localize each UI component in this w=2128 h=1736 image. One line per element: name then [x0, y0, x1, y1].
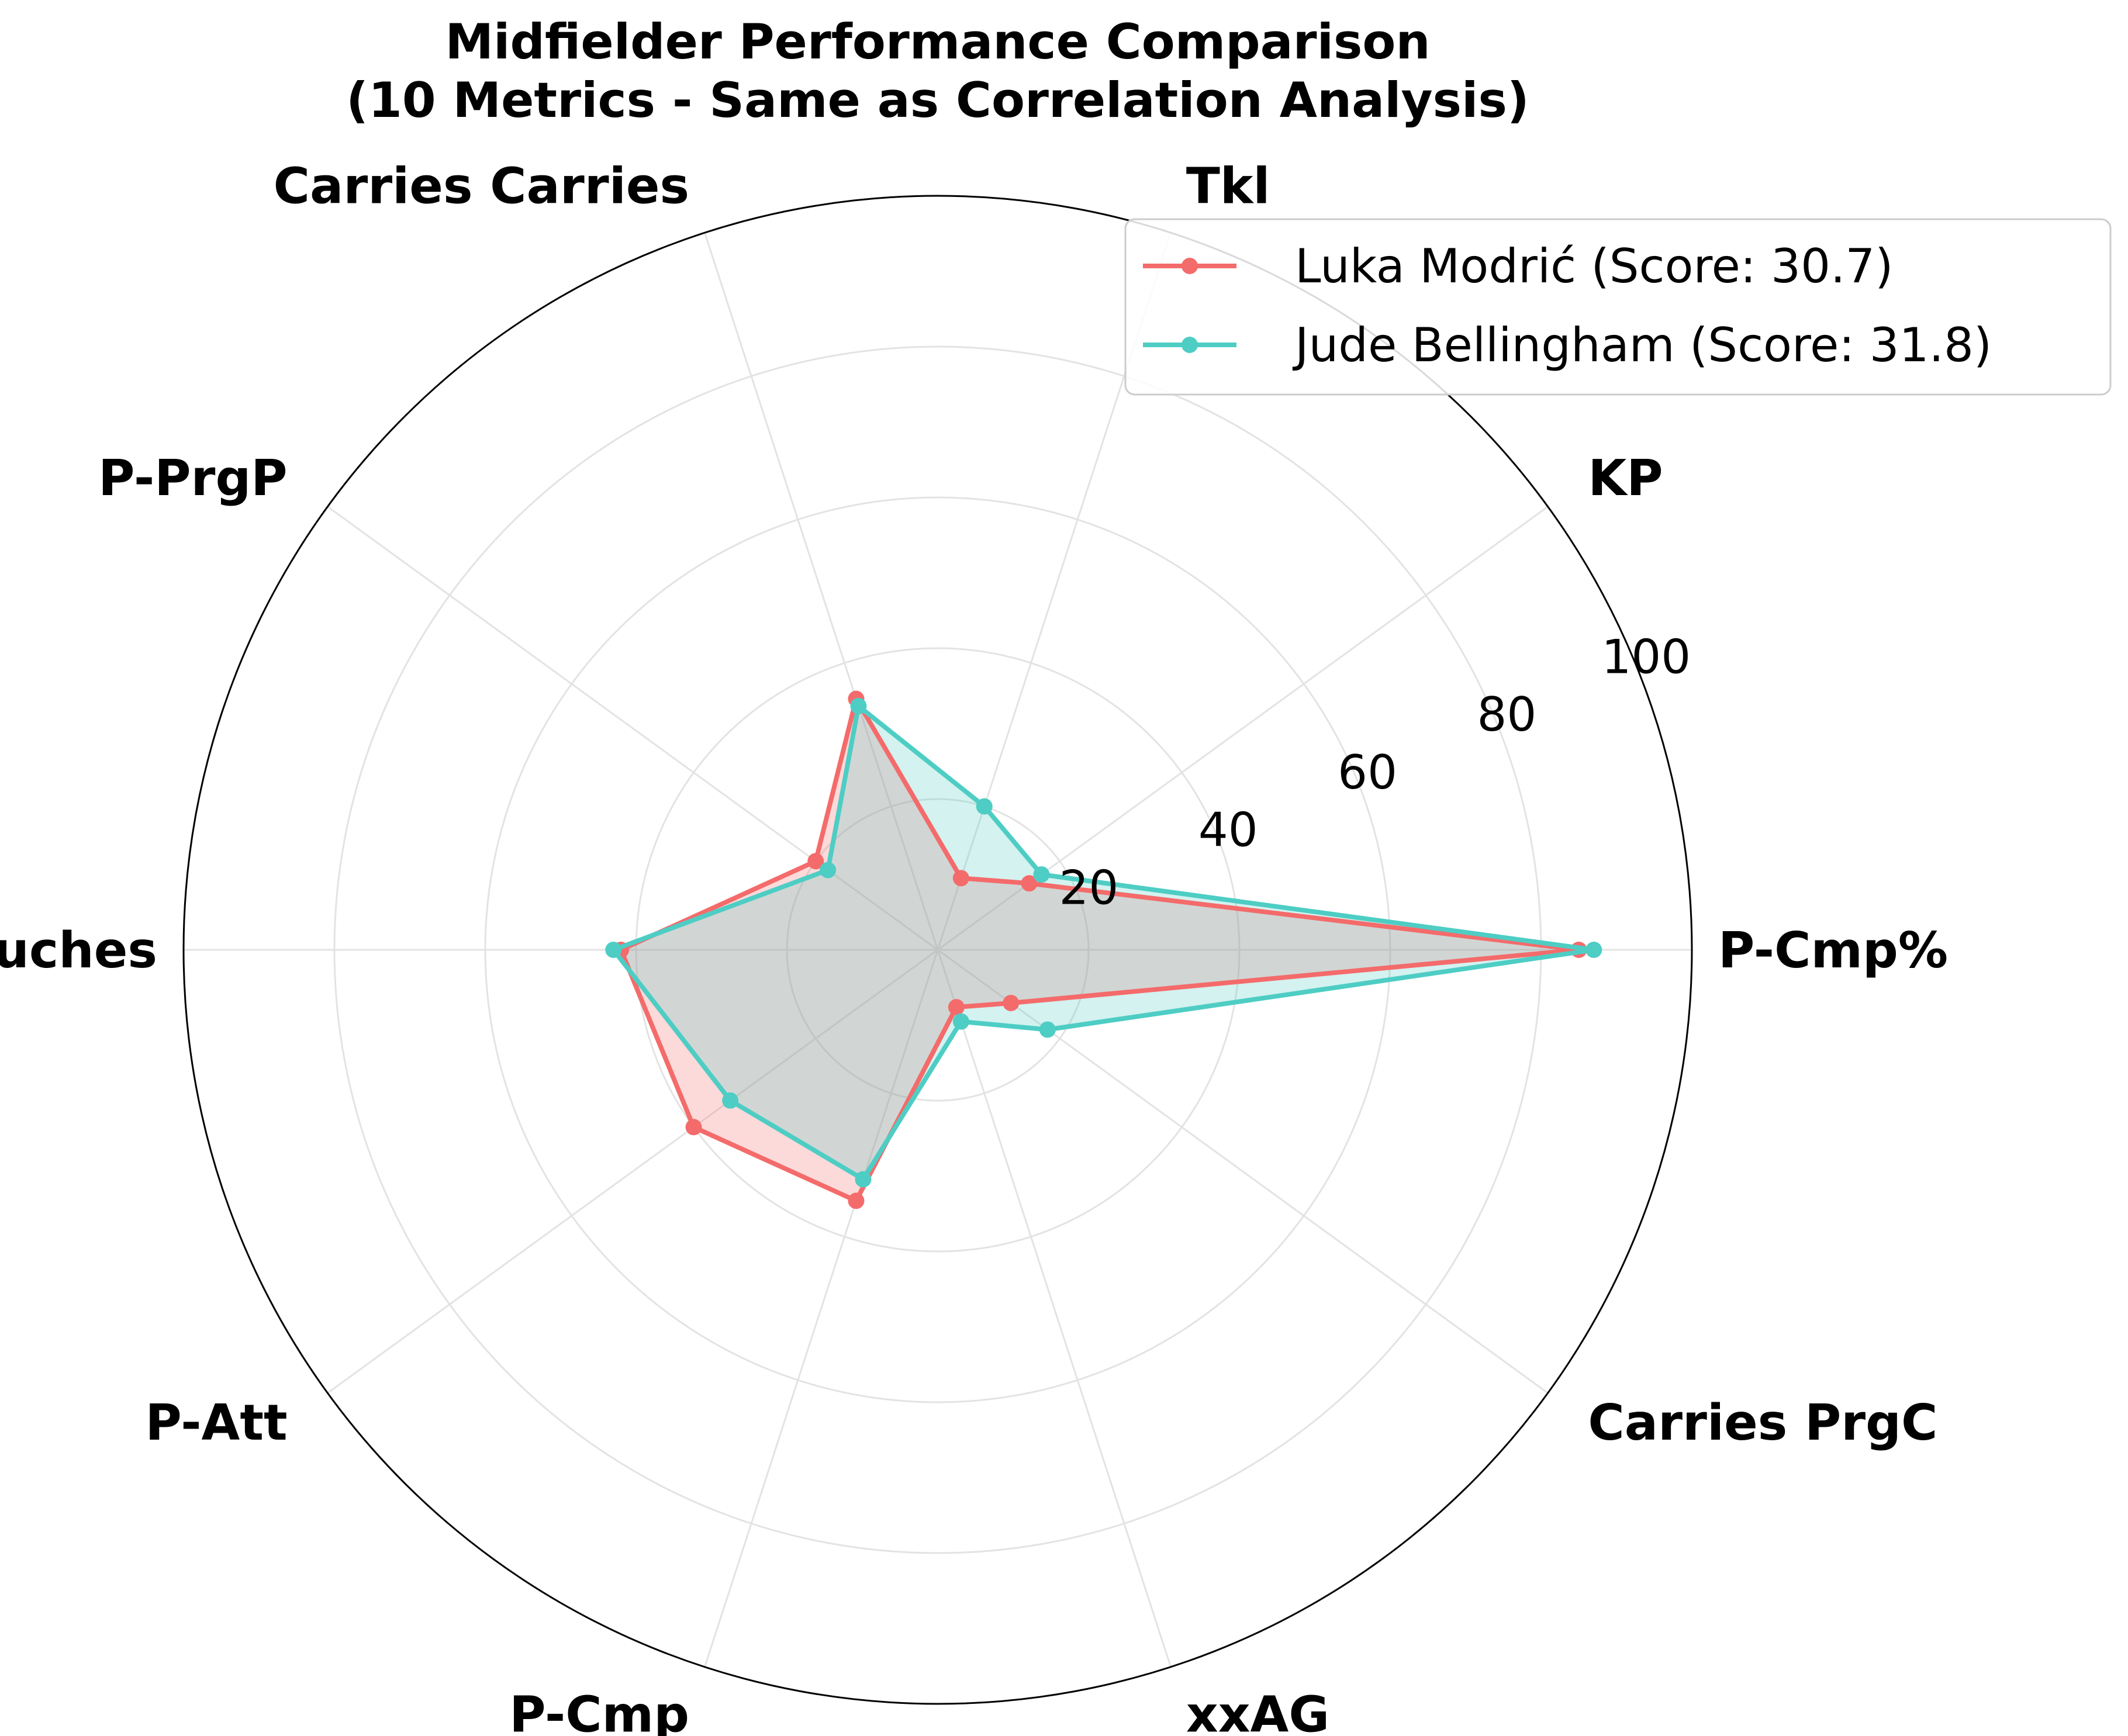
radar-grid [182, 195, 1693, 1705]
category-label: xxAG [1186, 1686, 1329, 1736]
data-point-0-4 [807, 853, 824, 870]
grid-spoke [703, 949, 939, 1668]
data-point-1-6 [722, 1092, 739, 1109]
data-point-0-7 [848, 1192, 865, 1209]
category-label: KP [1588, 449, 1663, 507]
category-label: P-Cmp% [1718, 922, 1948, 980]
data-point-1-3 [850, 697, 867, 714]
grid-spoke [327, 506, 938, 951]
grid-spoke [937, 949, 1549, 1394]
data-point-1-7 [855, 1171, 872, 1188]
outer-ring [182, 195, 1693, 1705]
radial-tick-label: 100 [1601, 630, 1691, 684]
data-point-0-6 [685, 1119, 702, 1136]
category-label: P-PrgP [98, 449, 287, 507]
data-point-0-9 [1003, 994, 1020, 1011]
radial-tick-label: 60 [1338, 745, 1397, 800]
category-label: Carries Carries [274, 157, 690, 215]
data-point-1-8 [952, 1013, 969, 1030]
data-point-0-8 [948, 999, 965, 1016]
legend-marker-1 [1182, 337, 1198, 353]
category-label: Touches [0, 922, 157, 980]
data-point-1-4 [820, 862, 837, 879]
legend: Luka Modrić (Score: 30.7) Jude Bellingham… [1124, 218, 2112, 396]
data-point-1-0 [1585, 942, 1602, 958]
series-fill-0 [621, 698, 1579, 1201]
grid-spoke [703, 232, 939, 950]
data-point-1-1 [1033, 866, 1050, 883]
chart-title-line: Midfielder Performance Comparison [445, 13, 1430, 70]
data-point-1-2 [976, 798, 993, 815]
legend-marker-0 [1182, 258, 1198, 274]
legend-label-1: Jude Bellingham (Score: 31.8) [1292, 318, 1992, 372]
data-point-0-1 [1021, 875, 1038, 892]
series-layer [605, 690, 1602, 1209]
chart-title-line: (10 Metrics - Same as Correlation Analys… [346, 72, 1529, 129]
category-label: P-Att [145, 1394, 287, 1452]
grid-spoke [937, 949, 1172, 1668]
category-labels: P-Cmp% KP Tkl Carries Carries P-PrgP Touches P… [0, 157, 1948, 1736]
grid-spoke [327, 949, 938, 1394]
data-point-1-9 [1039, 1021, 1056, 1038]
category-label: P-Cmp [509, 1686, 689, 1736]
data-point-1-5 [605, 942, 622, 958]
legend-box [1124, 218, 2112, 396]
radial-tick-label: 80 [1477, 687, 1537, 742]
category-label: Carries PrgC [1588, 1394, 1937, 1452]
chart-title: Midfielder Performance Comparison (10 Met… [346, 13, 1529, 129]
category-label: Tkl [1186, 157, 1270, 215]
legend-label-0: Luka Modrić (Score: 30.7) [1295, 239, 1894, 293]
data-point-0-2 [952, 870, 969, 887]
radial-tick-labels: 20 40 60 80 100 [1059, 630, 1691, 915]
radial-tick-label: 40 [1198, 803, 1258, 857]
radial-tick-label: 20 [1059, 860, 1118, 915]
series-fill-1 [613, 706, 1594, 1180]
